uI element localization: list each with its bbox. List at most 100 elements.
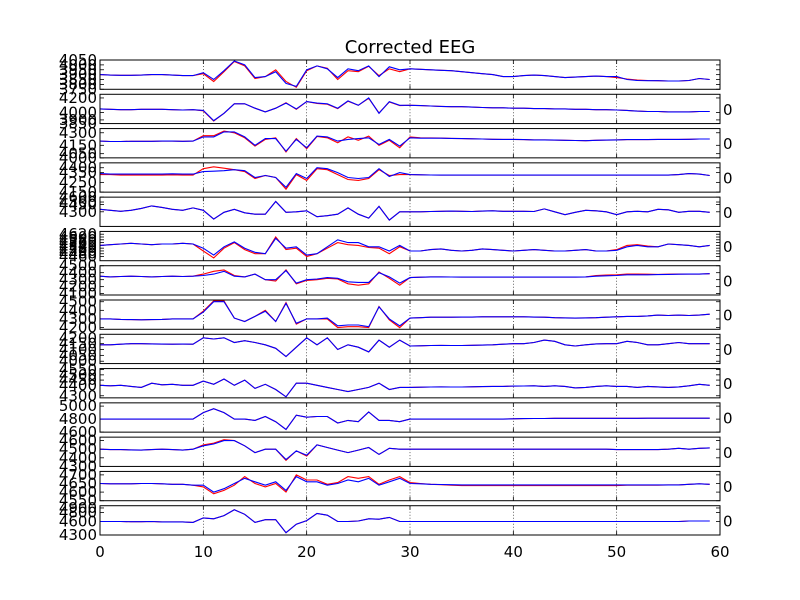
y-tick-label: 4800 [59, 503, 97, 521]
y-tick-label: 4150 [59, 136, 97, 154]
right-axis-label: 0 [723, 272, 733, 290]
channel-series-14 [100, 509, 710, 534]
y-tick-label: 4520 [59, 239, 97, 257]
y-tick-label: 4550 [59, 361, 97, 379]
y-tick-label: 3950 [59, 61, 97, 79]
corrected-series-line [100, 337, 710, 358]
y-tick-label: 4500 [59, 257, 97, 275]
y-tick-label: 4800 [59, 410, 97, 428]
corrected-series-line [100, 237, 710, 256]
y-tick-label: 4700 [59, 466, 97, 484]
y-tick-label: 4300 [59, 124, 97, 142]
y-tick-label: 4500 [59, 440, 97, 458]
y-tick-label: 4600 [59, 188, 97, 206]
y-tick-label: 4300 [59, 203, 97, 221]
corrected-series-line [100, 301, 710, 328]
corrected-series-line [100, 408, 710, 431]
y-tick-label: 4500 [59, 366, 97, 384]
y-tick-label: 4300 [59, 310, 97, 328]
y-tick-label: 4400 [59, 264, 97, 282]
y-tick-label: 4460 [59, 248, 97, 266]
channel-series-8 [100, 300, 710, 329]
y-tick-label: 4300 [59, 271, 97, 289]
x-tick-label: 60 [710, 543, 729, 561]
y-tick-label: 4900 [59, 499, 97, 517]
y-tick-label: 4500 [59, 293, 97, 311]
y-tick-label: 4400 [59, 159, 97, 177]
right-axis-label: 0 [723, 238, 733, 256]
channel-series-10 [100, 378, 710, 398]
right-axis-label: 0 [723, 170, 733, 188]
right-axis-label: 0 [723, 101, 733, 119]
raw-series-line [100, 474, 710, 495]
y-tick-label: 4600 [59, 228, 97, 246]
channel-series-12 [100, 439, 710, 462]
y-tick-label: 4450 [59, 195, 97, 213]
channel-frame-13 [99, 470, 721, 502]
y-tick-label: 4600 [59, 432, 97, 450]
y-tick-label: 4560 [59, 234, 97, 252]
y-tick-label: 4200 [59, 329, 97, 347]
corrected-series-line [100, 509, 710, 534]
x-tick-label: 50 [607, 543, 626, 561]
corrected-series-line [100, 167, 710, 189]
y-tick-label: 4150 [59, 335, 97, 353]
x-tick-label: 10 [194, 543, 213, 561]
y-tick-label: 3850 [59, 115, 97, 133]
x-tick-label: 30 [400, 543, 419, 561]
y-tick-label: 4600 [59, 423, 97, 441]
right-axis-label: 0 [723, 512, 733, 530]
y-tick-label: 4500 [59, 242, 97, 260]
channel-frame-9 [99, 333, 721, 365]
right-axis-label: 0 [723, 478, 733, 496]
channel-series-6 [100, 236, 710, 259]
raw-series-line [100, 269, 710, 286]
channel-series-9 [100, 337, 710, 358]
y-tick-label: 4000 [59, 149, 97, 167]
y-tick-label: 4050 [59, 346, 97, 364]
corrected-series-line [100, 378, 710, 398]
right-axis-label: 0 [723, 341, 733, 359]
x-axis: 0 10 20 30 40 50 60 [95, 543, 729, 561]
corrected-series-line [100, 200, 710, 221]
y-tick-label: 4000 [59, 56, 97, 74]
right-axis-label: 0 [723, 204, 733, 222]
y-tick-label: 4050 [59, 51, 97, 69]
channel-frame-11 [99, 402, 721, 433]
y-tick-label: 3750 [59, 80, 97, 98]
channel-frame-8 [99, 299, 721, 330]
x-tick-label: 0 [95, 543, 105, 561]
channel-frame-1 [99, 59, 721, 90]
y-tick-label: 4150 [59, 183, 97, 201]
y-tick-label: 4200 [59, 319, 97, 337]
y-tick-label: 4250 [59, 173, 97, 191]
y-tick-label: 4600 [59, 512, 97, 530]
right-axis-label: 0 [723, 135, 733, 153]
right-axis-label: 0 [723, 375, 733, 393]
channel-series-5 [100, 200, 710, 221]
channel-series-1 [100, 60, 710, 89]
y-tick-label: 4200 [59, 278, 97, 296]
y-tick-label: 4100 [59, 341, 97, 359]
y-tick-label: 4650 [59, 474, 97, 492]
x-tick-label: 40 [504, 543, 523, 561]
y-tick-label: 4400 [59, 376, 97, 394]
channel-frame-14 [99, 505, 721, 536]
channel-series-7 [100, 269, 710, 286]
y-tick-label: 4550 [59, 492, 97, 510]
corrected-series-line [100, 60, 710, 88]
y-tick-label: 4580 [59, 231, 97, 249]
channel-series-13 [100, 474, 710, 495]
y-tick-label: 4620 [59, 225, 97, 243]
